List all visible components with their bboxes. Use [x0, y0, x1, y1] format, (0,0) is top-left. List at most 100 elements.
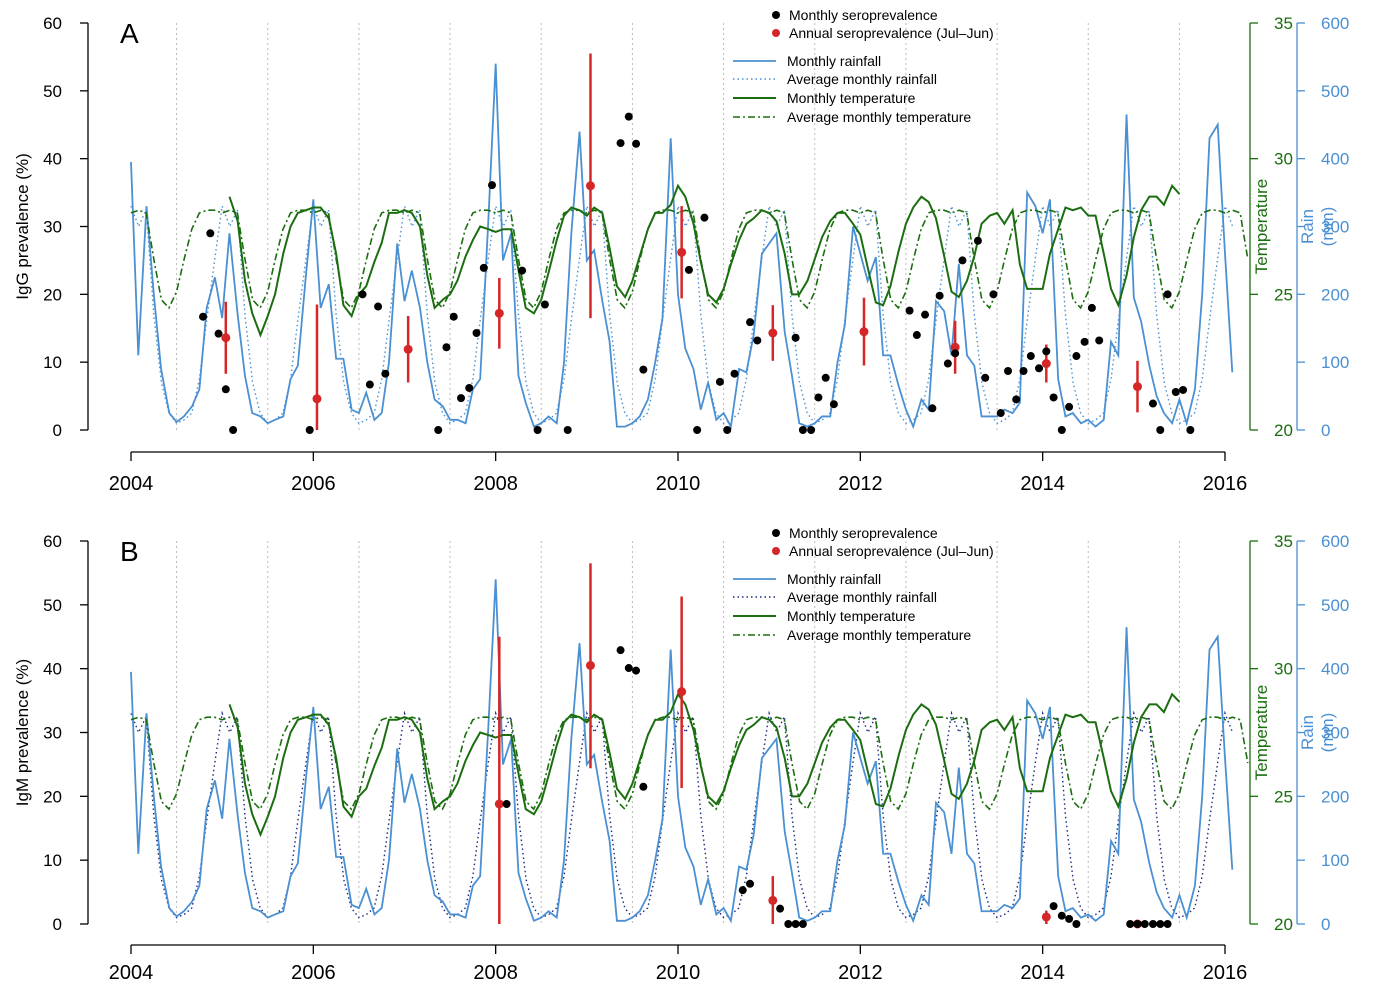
legend-monthly-sero-label: Monthly seroprevalence [789, 525, 938, 541]
y-tick-label: 40 [43, 660, 62, 679]
monthly-point [973, 236, 982, 245]
x-tick-label: 2012 [838, 473, 883, 495]
monthly-point [1080, 337, 1089, 346]
annual-point [403, 344, 413, 354]
monthly-point [1133, 920, 1142, 928]
monthly-point [374, 302, 383, 311]
monthly-point [791, 920, 800, 928]
rain-tick-label: 200 [1321, 787, 1349, 806]
rain-axis-title-line2: (mm) [1318, 207, 1337, 247]
monthly-point [1065, 914, 1074, 923]
temp-tick-label: 20 [1274, 915, 1293, 934]
monthly-point [951, 349, 960, 358]
y-tick-label: 50 [43, 596, 62, 615]
rain-tick-label: 600 [1321, 532, 1349, 551]
monthly-point [1148, 399, 1157, 408]
monthly-point [1095, 336, 1104, 345]
x-tick-label: 2004 [109, 962, 154, 984]
monthly-point [1171, 388, 1180, 397]
monthly-point [479, 263, 488, 272]
legend-annual-sero-label: Annual seroprevalence (Jul–Jun) [789, 25, 994, 41]
monthly-point [639, 365, 648, 374]
annual-point [221, 333, 231, 343]
monthly-point [730, 369, 739, 378]
monthly-point [1179, 385, 1188, 394]
panel-label: A [120, 18, 139, 49]
monthly-point [358, 290, 367, 299]
monthly-point [488, 181, 497, 190]
annual-point [1132, 382, 1142, 392]
rainfall-line [130, 63, 1234, 430]
legend-monthly-rain-label: Monthly rainfall [787, 571, 881, 587]
temp-axis-title: Temperature [1252, 179, 1271, 274]
legend-monthly-temp-label: Monthly temperature [787, 90, 916, 106]
monthly-point [1163, 920, 1172, 928]
x-tick-label: 2012 [838, 962, 883, 984]
monthly-point [1049, 393, 1058, 402]
monthly-point [199, 312, 208, 321]
rain-tick-label: 200 [1321, 285, 1349, 304]
monthly-point [1087, 303, 1096, 312]
x-tick-label: 2006 [291, 473, 336, 495]
monthly-point [693, 426, 702, 434]
monthly-point [996, 409, 1005, 418]
legend-avg-temp-label: Average monthly temperature [787, 627, 971, 643]
rain-tick-label: 500 [1321, 82, 1349, 101]
monthly-point [1065, 402, 1074, 411]
rain-tick-label: 300 [1321, 218, 1349, 237]
monthly-point [305, 426, 314, 434]
temp-tick-label: 20 [1274, 421, 1293, 440]
monthly-point [1057, 911, 1066, 920]
monthly-point [434, 426, 443, 434]
monthly-point [1012, 395, 1021, 404]
temp-tick-label: 25 [1274, 787, 1293, 806]
x-tick-label: 2008 [473, 473, 518, 495]
monthly-point [784, 920, 793, 928]
legend-monthly-temp-label: Monthly temperature [787, 608, 916, 624]
y-tick-label: 50 [43, 82, 62, 101]
x-tick-label: 2010 [656, 473, 701, 495]
monthly-point [632, 139, 641, 148]
monthly-point [989, 290, 998, 299]
monthly-point [1163, 290, 1172, 299]
monthly-point [502, 799, 511, 808]
monthly-point [518, 266, 527, 275]
monthly-point [1072, 352, 1081, 361]
legend-avg-temp-label: Average monthly temperature [787, 109, 971, 125]
panel-a: 0 10 20 30 40 50 60 IgG prevalence (%) 2004 2006 2… [13, 7, 1349, 495]
legend-annual-sero-marker [772, 547, 780, 555]
annual-point [1041, 912, 1051, 922]
monthly-point [1072, 920, 1081, 928]
monthly-point [807, 426, 816, 434]
monthly-point [540, 300, 549, 309]
legend-annual-sero-marker [772, 29, 780, 37]
annual-point [768, 328, 778, 338]
temp-tick-label: 30 [1274, 150, 1293, 169]
monthly-point [738, 886, 747, 895]
monthly-point [632, 666, 641, 675]
rain-tick-label: 0 [1321, 421, 1330, 440]
annual-point [768, 895, 778, 905]
legend-avg-rain-label: Average monthly rainfall [787, 71, 937, 87]
x-tick-label: 2014 [1020, 962, 1065, 984]
panel-label: B [120, 536, 139, 567]
annual-point [585, 660, 595, 670]
panel-b: 0 10 20 30 40 50 60 IgM prevalence (%) 2004 2006 2… [13, 525, 1349, 984]
annual-point [677, 247, 687, 257]
y-tick-label: 0 [53, 421, 62, 440]
monthly-point [1126, 920, 1135, 928]
rain-tick-label: 0 [1321, 915, 1330, 934]
annual-point [312, 394, 322, 404]
y-tick-label: 10 [43, 851, 62, 870]
rain-tick-label: 400 [1321, 150, 1349, 169]
monthly-point [905, 306, 914, 315]
monthly-point [206, 229, 215, 238]
temperature-line [228, 692, 1181, 838]
x-tick-label: 2016 [1203, 473, 1248, 495]
monthly-point [624, 664, 633, 673]
monthly-point [639, 782, 648, 791]
monthly-point [616, 646, 625, 655]
monthly-point [912, 331, 921, 340]
y-tick-label: 40 [43, 150, 62, 169]
monthly-point [935, 291, 944, 300]
